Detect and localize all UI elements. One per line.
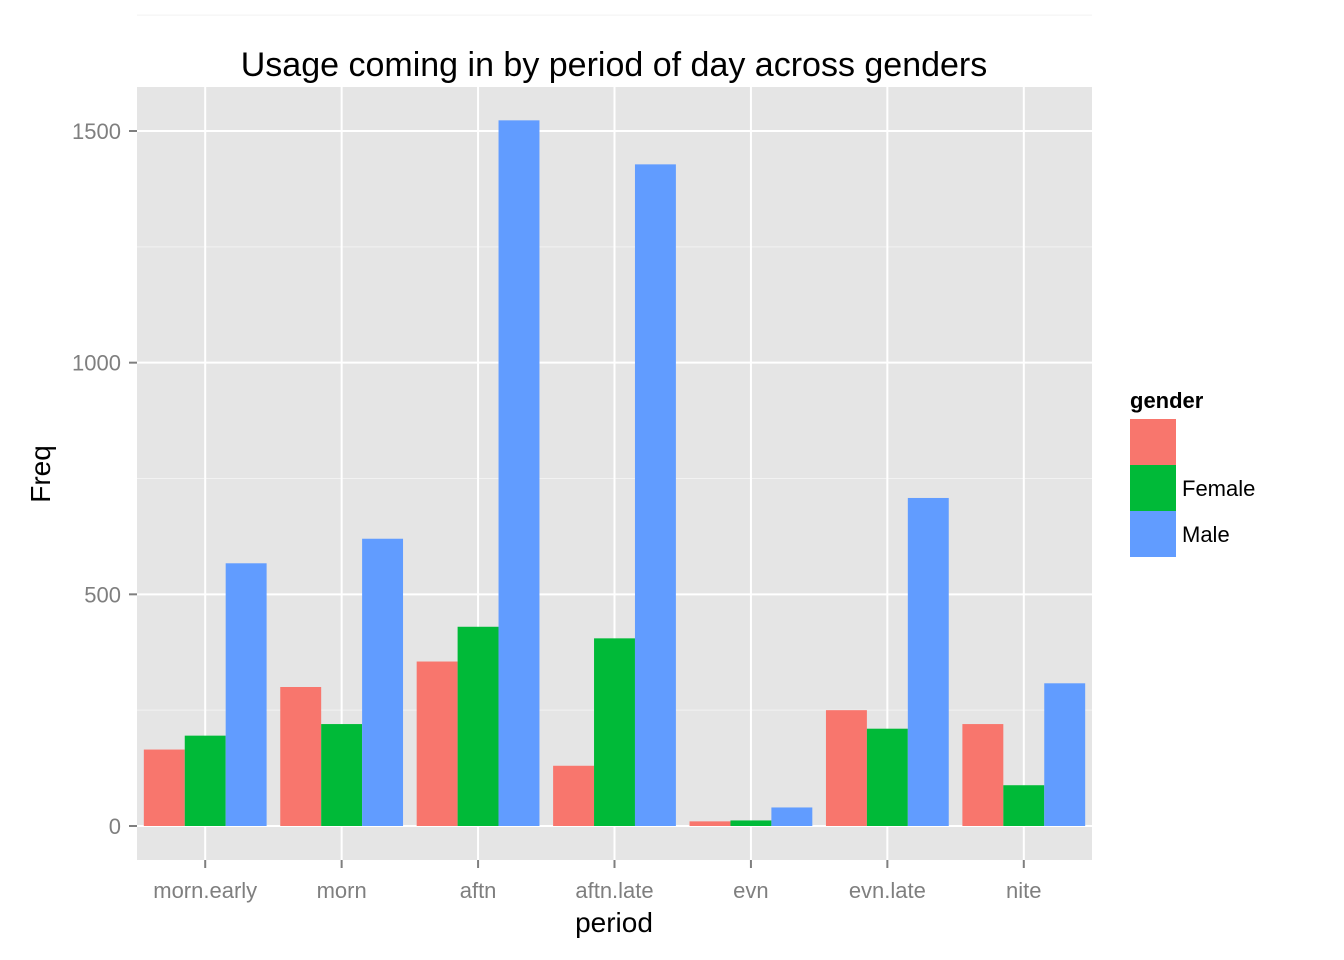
bars — [143, 120, 1086, 827]
bar — [1003, 785, 1045, 826]
bar — [866, 728, 908, 826]
bar — [184, 735, 226, 826]
bar — [634, 164, 676, 827]
x-tick-label: nite — [1006, 878, 1041, 903]
bar — [771, 807, 813, 826]
legend-swatch — [1130, 511, 1176, 557]
bar — [321, 724, 363, 826]
x-axis: morn.early morn aftn aftn.late evn evn.late ni… — [153, 860, 1042, 903]
x-tick-label: aftn.late — [575, 878, 653, 903]
y-tick-label: 1000 — [72, 351, 121, 376]
x-tick-label: evn.late — [849, 878, 926, 903]
bar — [962, 724, 1004, 826]
bar — [825, 710, 867, 826]
y-axis-title: Freq — [25, 445, 56, 503]
legend-swatch — [1130, 419, 1176, 465]
x-tick-label: evn — [733, 878, 768, 903]
y-tick-label: 1500 — [72, 119, 121, 144]
bar — [280, 687, 322, 826]
legend: gender Female Male — [1130, 388, 1255, 557]
bar — [498, 120, 540, 827]
bar — [457, 626, 499, 826]
x-tick-label: morn — [317, 878, 367, 903]
x-axis-title: period — [575, 907, 653, 938]
bar — [730, 820, 772, 826]
y-tick-label: 500 — [84, 582, 121, 607]
bar — [1044, 683, 1086, 826]
chart-title: Usage coming in by period of day across … — [241, 46, 988, 84]
bar — [416, 661, 458, 826]
y-tick-label: 0 — [109, 814, 121, 839]
bar — [143, 749, 185, 826]
bar — [225, 563, 267, 826]
x-tick-label: morn.early — [153, 878, 257, 903]
bar — [594, 638, 635, 826]
legend-title: gender — [1130, 388, 1204, 413]
legend-swatch — [1130, 465, 1176, 511]
legend-label: Male — [1182, 522, 1230, 547]
bar — [362, 538, 404, 826]
y-axis: 0 500 1000 1500 — [72, 119, 137, 839]
legend-label: Female — [1182, 476, 1255, 501]
x-tick-label: aftn — [460, 878, 497, 903]
bar — [907, 497, 949, 826]
bar — [553, 765, 595, 826]
bar — [689, 821, 731, 826]
